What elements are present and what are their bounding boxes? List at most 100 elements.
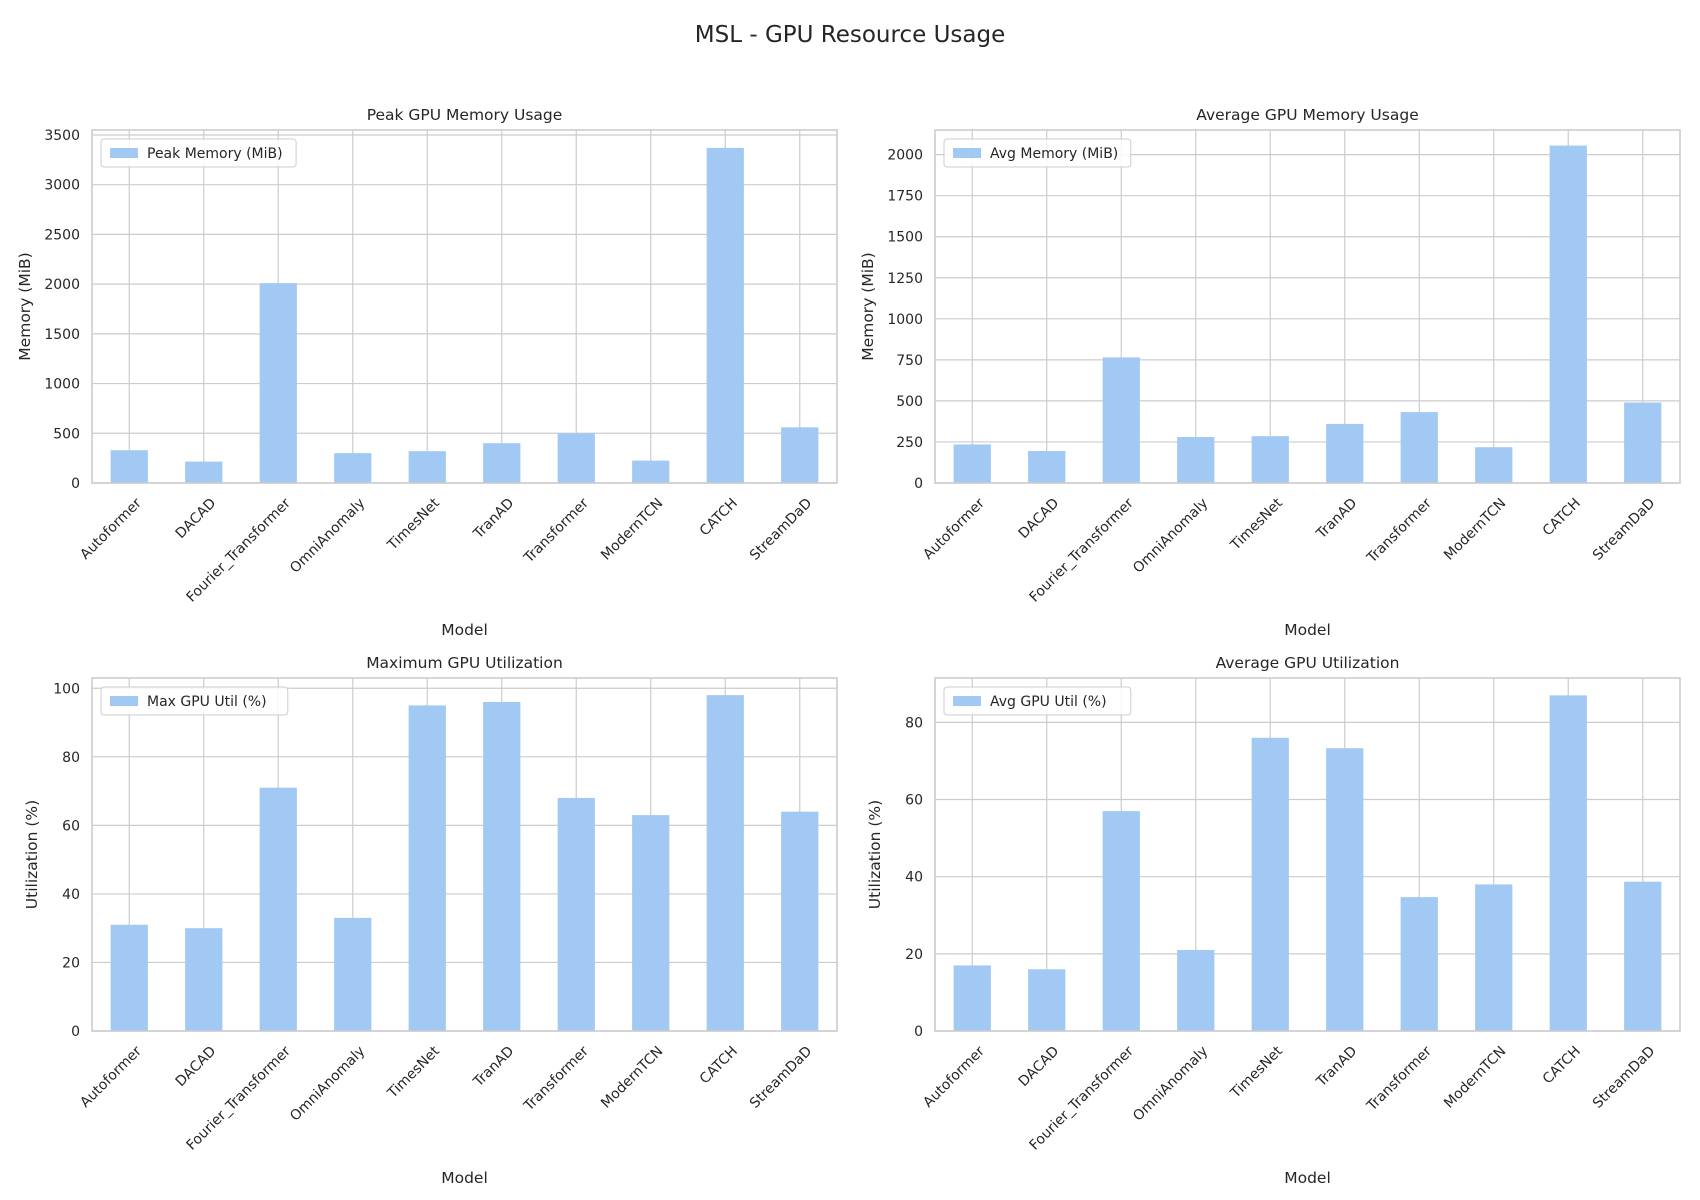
x-tick-label: TimesNet [384, 1043, 443, 1102]
y-tick-label: 500 [53, 426, 80, 442]
legend-swatch [110, 148, 138, 158]
x-tick-label: TranAD [1313, 495, 1360, 542]
bar-streamdad [1624, 881, 1662, 1031]
bar-autoformer [953, 965, 991, 1031]
bar-streamdad [1624, 402, 1662, 483]
x-tick-label: DACAD [1016, 1043, 1063, 1090]
bar-catch [1549, 145, 1587, 484]
y-tick-label: 60 [62, 818, 80, 834]
bar-fourier-transformer [1102, 811, 1140, 1031]
bar-dacad [1028, 969, 1066, 1031]
legend-swatch [110, 696, 138, 706]
bar-dacad [185, 461, 223, 483]
y-tick-label: 0 [71, 476, 80, 492]
bar-moderntcn [1475, 884, 1513, 1031]
legend: Avg Memory (MiB) [943, 138, 1132, 168]
bar-catch [706, 147, 744, 483]
y-tick-label: 1500 [887, 230, 923, 246]
panel-title: Maximum GPU Utilization [366, 654, 563, 672]
x-tick-label: ModernTCN [598, 495, 666, 563]
y-tick-label: 250 [896, 435, 923, 451]
x-tick-label: DACAD [173, 1043, 220, 1090]
y-tick-label: 80 [905, 715, 923, 731]
y-axis-label: Memory (MiB) [16, 252, 34, 360]
y-tick-label: 3500 [44, 128, 80, 144]
bar-streamdad [781, 811, 819, 1031]
y-tick-label: 2000 [44, 277, 80, 293]
bar-fourier-transformer [1102, 357, 1140, 483]
axes-frame [934, 129, 1681, 484]
x-tick-label: Transformer [520, 1043, 592, 1115]
panel-1: 0 500 1000 1500 2000 2500 3000 3500 Autoformer DA… [16, 106, 838, 639]
y-tick-label: 1000 [887, 312, 923, 328]
y-tick-label: 2500 [44, 227, 80, 243]
bar-fourier-transformer [259, 283, 297, 483]
x-tick-label: CATCH [697, 1043, 741, 1087]
x-tick-label: CATCH [1540, 495, 1584, 539]
bar-tranad [1326, 423, 1364, 483]
y-tick-label: 3000 [44, 178, 80, 194]
bar-omnianomaly [334, 917, 372, 1031]
bar-timesnet [1251, 436, 1289, 483]
axes-frame [934, 677, 1681, 1032]
x-axis-label: Model [441, 621, 488, 639]
y-axis-label: Utilization (%) [23, 800, 41, 909]
x-tick-label: Transformer [1363, 1043, 1435, 1115]
y-tick-label: 1250 [887, 271, 923, 287]
x-tick-label: StreamDaD [747, 1043, 815, 1111]
legend-label: Avg GPU Util (%) [990, 694, 1107, 710]
y-tick-label: 500 [896, 394, 923, 410]
legend: Avg GPU Util (%) [943, 686, 1132, 716]
x-tick-label: Autoformer [920, 495, 988, 563]
x-tick-label: TranAD [1313, 1043, 1360, 1090]
bar-autoformer [110, 450, 148, 483]
legend-swatch [953, 148, 981, 158]
bar-tranad [1326, 748, 1364, 1031]
figure-title: MSL - GPU Resource Usage [695, 22, 1005, 48]
bar-catch [706, 695, 744, 1031]
x-tick-label: OmniAnomaly [1130, 495, 1211, 576]
y-tick-label: 20 [62, 955, 80, 971]
x-tick-label: StreamDaD [747, 495, 815, 563]
x-tick-label: StreamDaD [1590, 1043, 1658, 1111]
x-tick-label: TimesNet [1227, 1043, 1286, 1102]
x-tick-label: ModernTCN [1441, 1043, 1509, 1111]
legend-box [100, 686, 289, 716]
bar-catch [1549, 695, 1587, 1031]
x-tick-label: OmniAnomaly [1130, 1043, 1211, 1124]
panel-2: 0 250 500 750 1000 1250 1500 1750 2000 Autoformer… [859, 106, 1681, 639]
x-tick-label: ModernTCN [1441, 495, 1509, 563]
y-tick-label: 40 [62, 887, 80, 903]
legend: Peak Memory (MiB) [100, 138, 297, 168]
x-tick-label: OmniAnomaly [287, 495, 368, 576]
bar-moderntcn [1475, 447, 1513, 483]
axes-frame [91, 129, 838, 484]
bar-transformer [1400, 897, 1438, 1031]
y-tick-label: 0 [71, 1024, 80, 1040]
legend-box [100, 138, 297, 168]
legend-label: Avg Memory (MiB) [990, 146, 1118, 162]
x-axis-label: Model [1284, 621, 1331, 639]
x-tick-label: DACAD [1016, 495, 1063, 542]
x-tick-label: TimesNet [384, 495, 443, 554]
bar-autoformer [110, 924, 148, 1031]
y-tick-label: 0 [914, 476, 923, 492]
x-tick-label: OmniAnomaly [287, 1043, 368, 1124]
bar-omnianomaly [334, 453, 372, 483]
y-tick-label: 100 [53, 681, 80, 697]
y-tick-label: 750 [896, 353, 923, 369]
legend-label: Peak Memory (MiB) [147, 146, 283, 162]
legend: Max GPU Util (%) [100, 686, 289, 716]
bar-timesnet [408, 451, 446, 483]
bar-tranad [483, 701, 521, 1031]
x-tick-label: CATCH [1540, 1043, 1584, 1087]
x-tick-label: TranAD [470, 495, 517, 542]
y-tick-label: 1750 [887, 189, 923, 205]
bar-moderntcn [632, 460, 670, 483]
bar-omnianomaly [1177, 437, 1215, 483]
y-axis-label: Utilization (%) [866, 800, 884, 909]
bar-transformer [557, 433, 595, 483]
bar-dacad [185, 928, 223, 1031]
legend-label: Max GPU Util (%) [147, 694, 267, 710]
